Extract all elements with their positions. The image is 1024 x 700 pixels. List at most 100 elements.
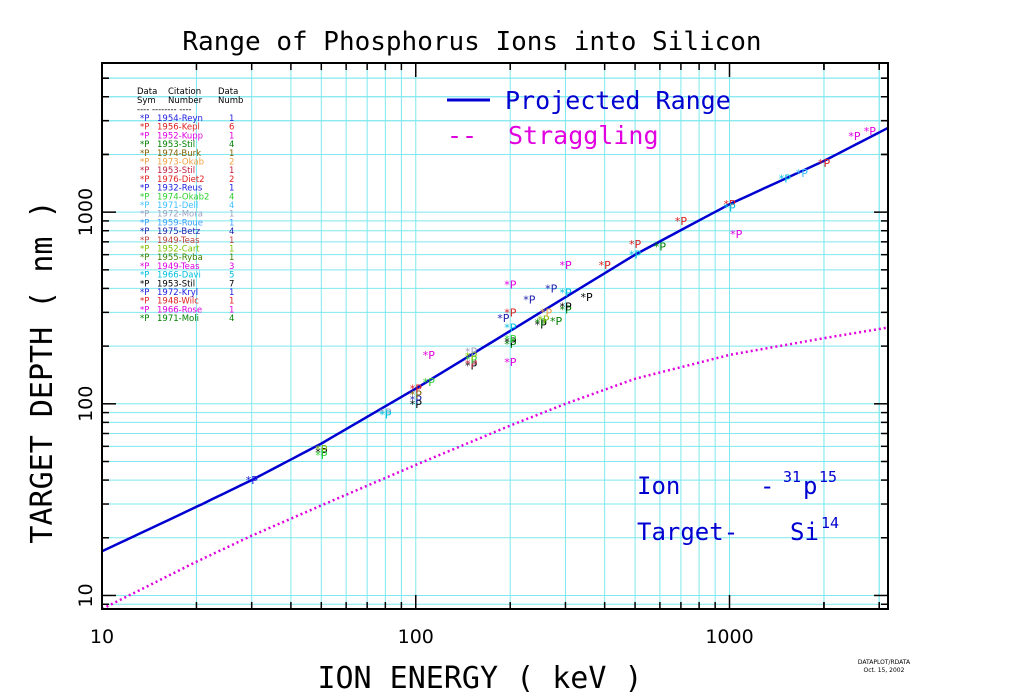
ion-mass: 31 [783,468,801,486]
data-point: *P [465,350,478,363]
data-point: *P [629,238,642,251]
data-point: *P [724,198,737,211]
table-row-citation: 1949-Teas [157,236,200,246]
table-row-citation: 1971-Moli [157,314,199,324]
table-row-sym: *P [140,218,149,228]
table-row-citation: 1953-Stil [157,279,195,289]
table-row-numb: 1 [229,305,234,315]
table-row-numb: 2 [229,175,234,185]
table-row-citation: 1975-Betz [157,227,201,237]
x-tick-label: 1000 [705,626,753,648]
data-point: *P [379,407,392,420]
footer-line-1: DATAPLOT/RDATA [858,659,911,666]
table-row-numb: 4 [229,140,234,150]
table-row-sym: *P [140,184,149,194]
table-row-sym: *P [140,227,149,237]
table-row-numb: 4 [229,201,234,211]
table-row-sym: *P [140,192,149,202]
data-point: *P [246,474,259,487]
data-point: *P [654,241,667,254]
table-row-citation: 1948-Wilc [157,297,199,307]
table-row-citation: 1953-Stil [157,140,195,150]
table-row-sym: *P [140,314,149,324]
data-point: *P [535,317,548,330]
target-symbol: Si [790,518,819,546]
table-row-citation: 1953-Stil [157,166,195,176]
table-row-citation: 1956-Kepl [157,123,200,133]
table-row-sym: *P [140,262,149,272]
table-row-sym: *P [140,305,149,315]
series-line-projected-range [102,126,888,553]
table-row-numb: 1 [229,166,234,176]
data-point: *P [423,376,436,389]
table-row-sym: *P [140,131,149,141]
data-point: *P [423,349,436,362]
data-point: *P [537,314,550,327]
table-header-cell: Sym [137,96,156,106]
data-point: *P [315,446,328,459]
data-point: *P [504,322,517,335]
table-row-citation: 1932-Reus [157,184,203,194]
y-tick-label: 1000 [75,188,97,236]
table-row-citation: 1974-Burk [157,149,201,159]
data-point: *P [504,278,517,291]
table-row-numb: 4 [229,314,234,324]
table-row-sym: *P [140,114,149,124]
data-point: *P [465,360,478,373]
target-label: Target- [637,518,738,546]
table-row-sym: *P [140,288,149,298]
data-point: *P [535,318,548,331]
series-line-straggling [102,326,888,609]
table-header-cell: Numb [218,96,243,106]
table-row-sym: *P [140,279,149,289]
data-point: *P [504,356,517,369]
y-tick-label: 100 [75,386,97,422]
table-row-sym: *P [140,123,149,133]
table-row-citation: 1973-Okab [157,158,204,168]
data-point: *P [864,125,877,138]
table-row-sym: *P [140,175,149,185]
legend-label-projected-range: Projected Range [505,86,731,115]
data-point: *P [410,394,423,407]
table-row-numb: 1 [229,288,234,298]
table-row-citation: 1971-Dell [157,201,198,211]
table-row-sym: *P [140,166,149,176]
data-point: *P [559,304,572,317]
table-row-numb: 1 [229,149,234,159]
table-row-citation: 1966-Rose [157,305,202,315]
target-number: 14 [821,514,839,532]
table-row-numb: 3 [229,262,234,272]
table-row-numb: 1 [229,131,234,141]
data-point: *P [559,300,572,313]
table-header-cell: Data [137,87,157,97]
table-row-citation: 1952-Kupp [157,131,203,141]
x-tick-label: 100 [398,626,434,648]
data-point: *P [465,354,478,367]
ion-label: Ion [637,472,680,500]
table-header-rule: ---- -------- ---- [137,105,191,115]
legend-marker-straggling: -- [447,121,477,150]
ion-symbol: p [803,472,817,500]
data-point: *P [504,306,517,319]
ion-annotation: Ion - 31 p 15 Target- Si 14 [637,468,839,546]
legend: Projected Range -- Straggling [447,86,731,150]
table-header-cell: Citation [168,87,201,97]
table-row-numb: 1 [229,236,234,246]
y-axis-label: TARGET DEPTH ( nm ) [25,200,60,543]
table-row-sym: *P [140,253,149,263]
data-point: *P [379,408,392,421]
grid [102,63,888,609]
table-row-citation: 1954-Reyn [157,114,203,124]
plot-frame [101,62,889,610]
table-row-sym: *P [140,158,149,168]
table-row-numb: 6 [229,123,234,133]
table-row-citation: 1972-Mora [157,210,203,220]
data-point: *P [730,228,743,241]
table-row-citation: 1976-Diet2 [157,175,205,185]
data-point: *P [599,259,612,272]
data-point: *P [410,398,423,411]
x-tick-label: 10 [90,626,114,648]
table-row-numb: 1 [229,297,234,307]
data-point: *P [540,306,553,319]
chart-title: Range of Phosphorus Ions into Silicon [182,27,761,57]
